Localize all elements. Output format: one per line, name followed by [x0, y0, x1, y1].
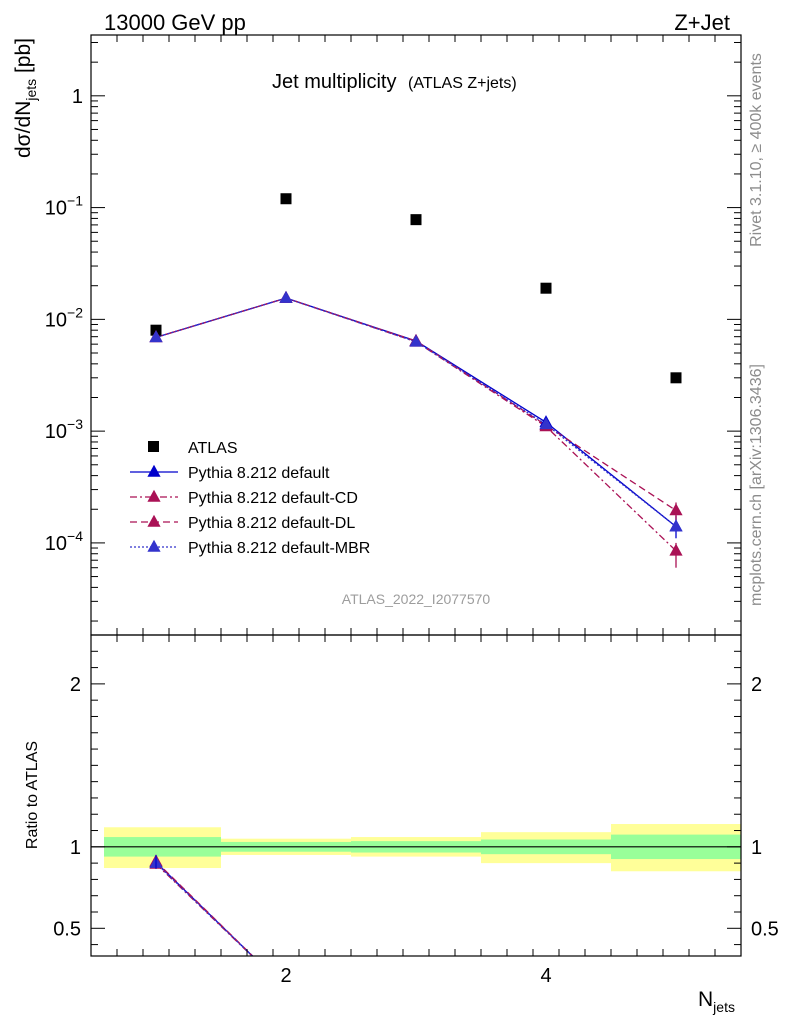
data-point-atlas — [670, 372, 682, 384]
y-tick-label: 10−2 — [45, 304, 83, 331]
main-ylabel-sub: jets — [23, 79, 39, 102]
main-ylabel-unit: [pb] — [12, 38, 35, 79]
data-point-triangle — [669, 519, 683, 532]
ratio-y-tick-label-left: 2 — [70, 674, 81, 696]
data-point-triangle — [279, 290, 293, 303]
ratio-y-tick-label-left: 1 — [70, 837, 81, 859]
rivet-side-label: Rivet 3.1.10, ≥ 400k events — [748, 53, 765, 247]
legend: ATLAS Pythia 8.212 default Pythia 8.212 de… — [130, 440, 370, 557]
energy-label: 13000 GeV pp — [104, 10, 246, 35]
legend-label: Pythia 8.212 default-DL — [188, 515, 355, 532]
y-tick-label-base: 10 — [45, 421, 67, 443]
y-tick-label: 10−1 — [45, 193, 83, 220]
main-title: Jet multiplicity (ATLAS Z+jets) — [272, 71, 517, 93]
y-tick-label-exponent: −3 — [67, 416, 83, 432]
main-ylabel-main: dσ/dN — [12, 101, 35, 158]
ratio-y-tick-label-right: 0.5 — [751, 918, 779, 940]
ratio-series-group — [149, 854, 254, 956]
data-point-atlas — [540, 282, 552, 294]
data-point-triangle — [149, 330, 163, 343]
data-point-atlas — [280, 193, 292, 205]
legend-marker — [147, 539, 161, 552]
ratio-ylabel: Ratio to ATLAS — [24, 741, 41, 849]
y-tick-label-base: 10 — [45, 309, 67, 331]
data-point-triangle — [669, 543, 683, 556]
legend-label: ATLAS — [188, 440, 238, 457]
ratio-panel: 0.5 0.5 1 1 2 2 2 4 Ratio to ATLAS Njets — [24, 634, 779, 1015]
x-tick-label: 2 — [280, 965, 291, 987]
analysis-id-label: ATLAS_2022_I2077570 — [342, 591, 491, 607]
main-title-text: Jet multiplicity — [272, 71, 396, 93]
y-tick-label: 10−3 — [45, 416, 83, 443]
main-ylabel: dσ/dNjets [pb] — [12, 38, 39, 158]
data-point-triangle — [669, 503, 683, 516]
ratio-y-tick-label-right: 1 — [751, 837, 762, 859]
legend-marker — [147, 514, 161, 527]
ratio-plot-frame — [90, 634, 742, 957]
legend-label: Pythia 8.212 default-MBR — [188, 540, 370, 557]
data-point-atlas — [410, 214, 422, 226]
x-axis-label-sub: jets — [712, 999, 735, 1015]
y-tick-label-exponent: −4 — [67, 528, 83, 544]
legend-marker — [148, 441, 159, 452]
main-subtitle-text: (ATLAS Z+jets) — [408, 75, 517, 92]
ratio-series-line — [155, 863, 253, 956]
data-point-triangle — [539, 417, 553, 430]
data-point-triangle — [409, 334, 423, 347]
x-axis-label: Njets — [698, 988, 735, 1015]
legend-marker — [147, 489, 161, 502]
legend-label: Pythia 8.212 default-CD — [188, 490, 358, 507]
main-panel: 110−110−210−310−4 Jet multiplicity (ATLA… — [12, 34, 742, 636]
x-axis-label-main: N — [698, 988, 713, 1011]
process-label: Z+Jet — [674, 10, 730, 35]
x-tick-label: 4 — [540, 965, 551, 987]
y-tick-label-base: 10 — [45, 198, 67, 220]
legend-marker — [147, 464, 161, 477]
legend-label: Pythia 8.212 default — [188, 465, 330, 482]
y-tick-label-exponent: −2 — [67, 304, 83, 320]
y-tick-label-exponent: −1 — [67, 193, 83, 209]
series-line — [155, 297, 677, 512]
y-tick-label-base: 10 — [45, 533, 67, 555]
y-tick-label: 10−4 — [45, 528, 83, 555]
ratio-y-tick-label-left: 0.5 — [53, 918, 81, 940]
y-tick-label: 1 — [72, 86, 83, 108]
mcplots-side-label: mcplots.cern.ch [arXiv:1306.3436] — [748, 364, 765, 606]
ratio-y-tick-label-right: 2 — [751, 674, 762, 696]
